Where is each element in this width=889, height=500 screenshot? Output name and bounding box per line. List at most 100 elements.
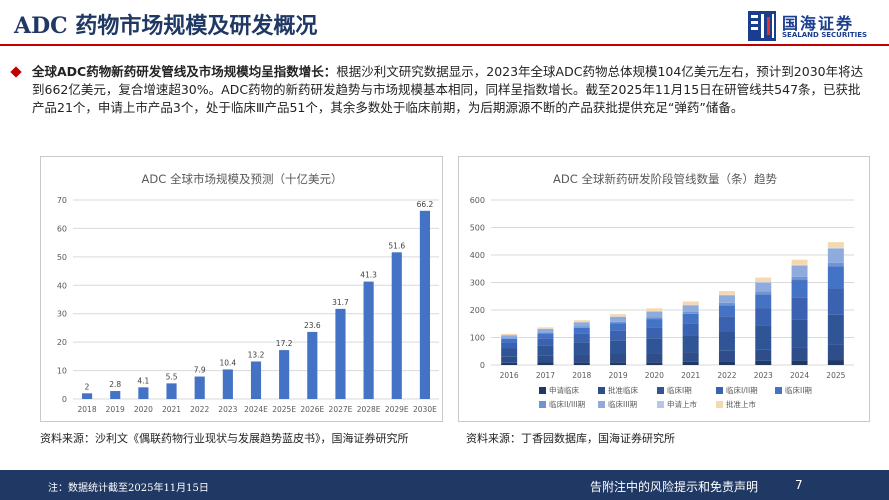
pipeline-chart: ADC 全球新药研发阶段管线数量（条）趋势 0 100 200 300 400 500 600… <box>470 172 854 409</box>
stacked-bar-segment <box>827 288 844 315</box>
y-tick-label: 40 <box>57 281 67 290</box>
stacked-bar-segment <box>646 317 663 320</box>
logo-chinese-name: 国海证券 <box>782 14 855 33</box>
stacked-bar-segment <box>646 362 663 365</box>
stacked-bar-segment <box>501 338 518 339</box>
bar <box>419 210 430 399</box>
stacked-bar-segment <box>682 335 699 353</box>
stacked-bar-segment <box>646 338 663 354</box>
bar <box>138 387 149 399</box>
bar-data-label: 4.1 <box>137 376 149 385</box>
y-tick-label: 400 <box>470 251 485 260</box>
source-note-right: 资料来源：丁香园数据库，国海证券研究所 <box>466 432 675 445</box>
stacked-bar-segment <box>791 297 808 320</box>
stacked-bar-segment <box>501 333 518 336</box>
legend-swatch <box>716 387 723 394</box>
page-number: 7 <box>795 478 803 492</box>
y-tick-label: 0 <box>480 361 485 370</box>
stacked-bar-segment <box>610 340 627 354</box>
y-tick-label: 50 <box>57 253 67 262</box>
legend-label: 临床II期 <box>785 385 812 395</box>
summary-lead: 全球ADC药物新药研发管线及市场规模均呈指数增长： <box>32 64 337 79</box>
stacked-bar-segment <box>610 316 627 317</box>
legend-label: 批准临床 <box>608 385 638 395</box>
stacked-bar-segment <box>791 276 808 281</box>
x-tick-label: 2025E <box>272 405 296 414</box>
bar-data-label: 10.4 <box>219 358 236 367</box>
stacked-bar-segment <box>791 319 808 348</box>
stacked-bar-segment <box>537 338 554 346</box>
stacked-bar-segment <box>718 331 735 351</box>
bar-data-label: 2.8 <box>109 380 121 389</box>
stacked-bar-segment <box>718 361 735 365</box>
stacked-bar-segment <box>827 344 844 361</box>
chart-title: ADC 全球市场规模及预测（十亿美元） <box>142 172 343 186</box>
stacked-bar-segment <box>646 311 663 318</box>
stacked-bar-segment <box>718 294 735 296</box>
chart-title: ADC 全球新药研发阶段管线数量（条）趋势 <box>553 172 777 186</box>
x-tick-label: 2023 <box>754 371 773 380</box>
sealand-logo-icon <box>748 11 776 41</box>
stacked-bar-segment <box>610 354 627 363</box>
x-tick-label: 2021 <box>681 371 700 380</box>
bar <box>307 331 318 399</box>
bar <box>194 376 205 399</box>
stacked-bar-segment <box>827 262 844 267</box>
stacked-bar-segment <box>755 325 772 350</box>
x-tick-label: 2020 <box>134 405 153 414</box>
stacked-bar-segment <box>791 360 808 365</box>
y-tick-label: 20 <box>57 338 67 347</box>
bar <box>279 350 290 399</box>
stacked-bar-segment <box>682 304 699 306</box>
stacked-bar-segment <box>827 360 844 365</box>
legend-label: 申请临床 <box>549 385 579 395</box>
bar-data-label: 51.6 <box>388 241 405 250</box>
stacked-bar-segment <box>682 323 699 336</box>
legend-label: 申请上市 <box>667 399 697 409</box>
footer-bar: 注：数据统计截至2025年11月15日 告附注中的风险提示和免责声明 7 <box>0 470 889 500</box>
y-tick-label: 200 <box>470 306 485 315</box>
stacked-bar-segment <box>755 294 772 309</box>
legend-swatch <box>716 401 723 408</box>
x-tick-label: 2018 <box>78 405 97 414</box>
bar-data-label: 23.6 <box>304 321 321 330</box>
legend-swatch <box>539 387 546 394</box>
stacked-bar-segment <box>573 320 590 323</box>
bullet-diamond-icon <box>10 66 22 78</box>
stacked-bar-segment <box>718 316 735 332</box>
stacked-bar-segment <box>682 352 699 362</box>
stacked-bar-segment <box>755 349 772 361</box>
stacked-bar-segment <box>682 313 699 324</box>
legend-swatch <box>657 387 664 394</box>
stacked-bar-segment <box>501 343 518 349</box>
x-tick-label: 2022 <box>717 371 736 380</box>
bar-data-label: 5.5 <box>166 372 178 381</box>
source-note-left: 资料来源：沙利文《偶联药物行业现状与发展趋势蓝皮书》，国海证券研究所 <box>40 432 409 445</box>
stacked-bar-segment <box>755 360 772 365</box>
legend-swatch <box>539 401 546 408</box>
legend-label: 临床II/III期 <box>549 399 585 409</box>
stacked-bar-segment <box>827 248 844 263</box>
stacked-bar-segment <box>682 305 699 312</box>
stacked-bar-segment <box>755 291 772 295</box>
y-tick-label: 0 <box>62 395 67 404</box>
x-tick-label: 2024E <box>244 405 268 414</box>
stacked-bar-segment <box>755 308 772 326</box>
stacked-bar-segment <box>537 332 554 334</box>
title-divider <box>0 44 889 46</box>
bar-data-label: 41.3 <box>360 271 377 280</box>
bar <box>166 383 177 399</box>
stacked-bar-segment <box>501 362 518 365</box>
x-tick-label: 2026E <box>300 405 324 414</box>
stacked-bar-segment <box>537 355 554 363</box>
bar-data-label: 2 <box>85 382 90 391</box>
x-tick-label: 2025 <box>826 371 845 380</box>
x-tick-label: 2030E <box>413 405 437 414</box>
x-tick-label: 2027E <box>329 405 353 414</box>
summary-paragraph: 全球ADC药物新药研发管线及市场规模均呈指数增长：根据沙利文研究数据显示，202… <box>10 63 872 117</box>
stacked-bar-segment <box>501 338 518 343</box>
stacked-bar-segment <box>501 356 518 363</box>
bar <box>335 308 346 399</box>
stacked-bar-segment <box>827 247 844 249</box>
legend-swatch <box>775 387 782 394</box>
